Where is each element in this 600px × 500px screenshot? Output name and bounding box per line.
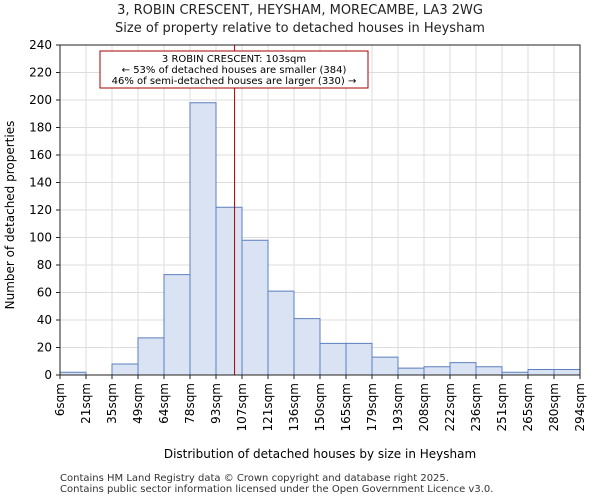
y-tick-label: 40 <box>37 313 52 327</box>
y-tick-label: 240 <box>29 38 52 52</box>
y-tick-label: 80 <box>37 258 52 272</box>
histogram-bar <box>345 342 373 376</box>
annotation-line-3: 46% of semi-detached houses are larger (… <box>112 76 357 87</box>
histogram-bar <box>319 342 347 376</box>
x-tick-label: 121sqm <box>261 383 275 431</box>
y-tick-label: 0 <box>44 368 52 382</box>
x-tick-label: 236sqm <box>469 383 483 431</box>
x-tick-label: 21sqm <box>79 383 93 424</box>
x-tick-label: 136sqm <box>287 383 301 431</box>
histogram-bar <box>293 318 321 376</box>
x-tick-label: 193sqm <box>391 383 405 431</box>
histogram-bar <box>371 356 399 376</box>
y-tick-label: 120 <box>29 203 52 217</box>
y-tick-label: 220 <box>29 66 52 80</box>
x-tick-label: 35sqm <box>105 383 119 424</box>
x-tick-label: 78sqm <box>183 383 197 424</box>
histogram-bar <box>449 362 477 376</box>
histogram-bar <box>397 367 425 376</box>
y-tick-label: 140 <box>29 176 52 190</box>
histogram-bar <box>163 274 191 376</box>
footer-line-1: Contains HM Land Registry data © Crown c… <box>60 473 449 484</box>
annotation-box: 3 ROBIN CRESCENT: 103sqm ← 53% of detach… <box>99 50 369 89</box>
y-axis-label: Number of detached properties <box>3 121 17 310</box>
x-tick-label: 107sqm <box>235 383 249 431</box>
histogram-bar <box>423 366 451 376</box>
y-tick-label: 180 <box>29 121 52 135</box>
x-axis-label: Distribution of detached houses by size … <box>164 447 476 461</box>
x-tick-label: 280sqm <box>547 383 561 431</box>
histogram-bar <box>553 369 581 376</box>
x-tick-label: 150sqm <box>313 383 327 431</box>
y-tick-label: 20 <box>37 341 52 355</box>
annotation-line-2: ← 53% of detached houses are smaller (38… <box>122 65 347 76</box>
x-tick-label: 6sqm <box>53 383 67 416</box>
footer-line-2: Contains public sector information licen… <box>60 484 494 495</box>
x-tick-label: 165sqm <box>339 383 353 431</box>
annotation-line-1: 3 ROBIN CRESCENT: 103sqm <box>162 54 306 65</box>
y-tick-label: 100 <box>29 231 52 245</box>
histogram-chart: 0 20 40 60 80 100 120 140 160 180 200 220 240 6sqm 21… <box>3 38 587 461</box>
x-tick-label: 49sqm <box>131 383 145 424</box>
chart-subtitle: Size of property relative to detached ho… <box>115 21 485 36</box>
x-tick-label: 222sqm <box>443 383 457 431</box>
histogram-bar <box>475 366 503 376</box>
x-tick-label: 251sqm <box>495 383 509 431</box>
x-tick-label: 93sqm <box>209 383 223 424</box>
histogram-bar <box>241 239 269 376</box>
histogram-bar <box>137 337 165 376</box>
histogram-bar <box>189 102 217 376</box>
x-tick-label: 64sqm <box>157 383 171 424</box>
x-tick-label: 179sqm <box>365 383 379 431</box>
y-tick-label: 200 <box>29 93 52 107</box>
x-tick-label: 208sqm <box>417 383 431 431</box>
histogram-bar <box>527 369 555 376</box>
y-tick-label: 160 <box>29 148 52 162</box>
chart-title: 3, ROBIN CRESCENT, HEYSHAM, MORECAMBE, L… <box>117 3 483 18</box>
histogram-bar <box>267 290 295 376</box>
x-tick-label: 294sqm <box>573 383 587 431</box>
histogram-bar <box>215 206 243 376</box>
histogram-bar <box>111 363 139 376</box>
x-tick-label: 265sqm <box>521 383 535 431</box>
y-tick-label: 60 <box>37 286 52 300</box>
